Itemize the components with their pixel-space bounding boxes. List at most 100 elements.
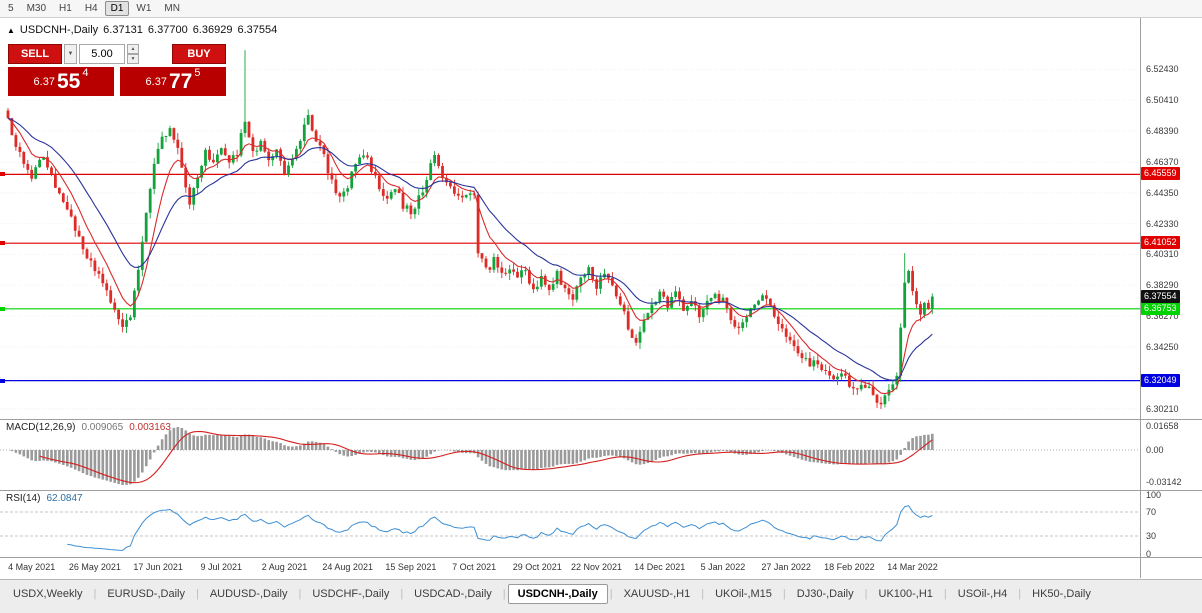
date-axis-label: 26 May 2021 bbox=[68, 562, 121, 572]
tab-separator: | bbox=[298, 588, 302, 600]
date-axis-label: 2 Aug 2021 bbox=[261, 562, 308, 572]
price-axis-label: 6.34250 bbox=[1146, 342, 1179, 352]
date-axis-label: 24 Aug 2021 bbox=[322, 562, 373, 572]
macd-axis-label: 0.01658 bbox=[1146, 421, 1179, 431]
ask-big-digits: 77 bbox=[168, 69, 193, 93]
rsi-axis-label: 0 bbox=[1146, 549, 1152, 559]
panel-separator bbox=[0, 419, 1202, 420]
tab-eurusd-daily[interactable]: EURUSD-,Daily bbox=[107, 588, 185, 600]
volume-dropdown-icon[interactable]: ▼ bbox=[64, 44, 77, 64]
hline-edge-marker[interactable] bbox=[0, 241, 5, 246]
date-axis-label: 4 May 2021 bbox=[8, 562, 56, 572]
date-axis-label: 14 Mar 2022 bbox=[887, 562, 938, 572]
tab-usdx-weekly[interactable]: USDX,Weekly bbox=[13, 588, 83, 600]
rsi-value: 62.0847 bbox=[46, 493, 83, 504]
tab-usoil-h4[interactable]: USOil-,H4 bbox=[957, 588, 1008, 600]
timeframe-toolbar: 5 M30 H1 H4 D1 W1 MN bbox=[0, 0, 1202, 18]
tab-usdchf-daily[interactable]: USDCHF-,Daily bbox=[312, 588, 390, 600]
price-axis-label: 6.42330 bbox=[1146, 218, 1179, 229]
macd-indicator-chart[interactable] bbox=[0, 420, 1140, 489]
tab-separator: | bbox=[502, 588, 506, 600]
ask-prefix: 6.37 bbox=[145, 75, 167, 88]
tab-usdcnh-daily[interactable]: USDCNH-,Daily bbox=[507, 584, 608, 604]
tab-separator: | bbox=[195, 588, 199, 600]
buy-button[interactable]: BUY bbox=[172, 44, 226, 64]
macd-main-value: 0.009065 bbox=[81, 422, 124, 433]
date-axis-label: 5 Jan 2022 bbox=[700, 562, 746, 572]
volume-down-icon[interactable]: ▼ bbox=[127, 54, 139, 64]
chart-symbol-label: USDCNH-,Daily bbox=[19, 24, 99, 36]
tab-separator: | bbox=[400, 588, 404, 600]
tab-usdcad-daily[interactable]: USDCAD-,Daily bbox=[414, 588, 492, 600]
sell-button[interactable]: SELL bbox=[8, 44, 62, 64]
macd-header: MACD(12,26,9) 0.009065 0.003163 bbox=[6, 422, 171, 433]
tab-separator: | bbox=[1018, 588, 1022, 600]
hline-edge-marker[interactable] bbox=[0, 172, 5, 177]
tab-separator: | bbox=[701, 588, 705, 600]
panel-separator bbox=[0, 490, 1202, 491]
bid-big-digits: 55 bbox=[56, 69, 81, 93]
tab-separator: | bbox=[864, 588, 868, 600]
current-price-label: 6.37554 bbox=[1141, 289, 1180, 303]
hline-edge-marker[interactable] bbox=[0, 306, 5, 311]
tab-uk100-h1[interactable]: UK100-,H1 bbox=[878, 588, 933, 600]
tab-audusd-daily[interactable]: AUDUSD-,Daily bbox=[209, 588, 288, 600]
timeframe-button-h1[interactable]: H1 bbox=[59, 3, 72, 14]
volume-up-icon[interactable]: ▲ bbox=[127, 44, 139, 54]
bid-prefix: 6.37 bbox=[33, 75, 55, 88]
date-axis-label: 7 Oct 2021 bbox=[452, 562, 497, 572]
date-axis-label: 17 Jun 2021 bbox=[133, 562, 183, 572]
price-axis-label: 6.30210 bbox=[1146, 403, 1179, 414]
timeframe-button-h4[interactable]: H4 bbox=[84, 3, 98, 14]
hline-price-label: 6.45559 bbox=[1141, 167, 1180, 181]
timeframe-button-d1[interactable]: D1 bbox=[104, 1, 130, 16]
bid-pip-digit: 4 bbox=[82, 67, 89, 79]
price-axis-label: 6.50410 bbox=[1146, 95, 1179, 106]
macd-axis-label: -0.03142 bbox=[1146, 477, 1182, 487]
timeframe-button-m30[interactable]: M30 bbox=[26, 3, 47, 14]
date-axis-label: 14 Dec 2021 bbox=[634, 562, 686, 572]
ohlc-high: 6.37700 bbox=[147, 24, 188, 36]
macd-signal-value: 0.003163 bbox=[129, 422, 171, 433]
tab-separator: | bbox=[943, 588, 947, 600]
chart-title: ▲ USDCNH-,Daily 6.37131 6.37700 6.36929 … bbox=[7, 24, 277, 36]
ohlc-close: 6.37554 bbox=[237, 24, 278, 36]
tab-hk50-daily[interactable]: HK50-,Daily bbox=[1032, 588, 1091, 600]
ohlc-low: 6.36929 bbox=[192, 24, 233, 36]
price-axis-label: 6.52430 bbox=[1146, 64, 1179, 75]
date-axis-label: 22 Nov 2021 bbox=[571, 562, 623, 572]
date-axis-label: 27 Jan 2022 bbox=[761, 562, 811, 572]
ask-price-box[interactable]: 6.37 77 5 bbox=[120, 67, 226, 96]
macd-axis-label: 0.00 bbox=[1146, 445, 1164, 455]
one-click-trading-panel: SELL ▼ 5.00 ▲ ▼ BUY 6.37 55 4 6.37 77 5 bbox=[8, 44, 226, 96]
hline-edge-marker[interactable] bbox=[0, 378, 5, 383]
price-axis-label: 6.48390 bbox=[1146, 126, 1179, 137]
rsi-axis-label: 100 bbox=[1146, 490, 1162, 500]
tab-separator: | bbox=[93, 588, 97, 600]
tab-ukoil-m15[interactable]: UKOil-,M15 bbox=[715, 588, 772, 600]
date-axis-label: 18 Feb 2022 bbox=[824, 562, 875, 572]
tab-separator: | bbox=[782, 588, 786, 600]
rsi-axis-label: 30 bbox=[1146, 531, 1157, 541]
rsi-axis-label: 70 bbox=[1146, 507, 1157, 517]
tab-xauusd-h1[interactable]: XAUUSD-,H1 bbox=[623, 588, 691, 600]
timeframe-button-mn[interactable]: MN bbox=[164, 3, 180, 14]
volume-input[interactable]: 5.00 bbox=[79, 44, 125, 64]
hline-price-label: 6.36753 bbox=[1141, 301, 1180, 315]
price-axis-divider bbox=[1140, 18, 1141, 578]
price-axis-label: 6.40310 bbox=[1146, 249, 1179, 260]
date-axis-label: 15 Sep 2021 bbox=[385, 562, 437, 572]
chart-marker-icon: ▲ bbox=[7, 25, 15, 35]
chart-tab-bar: USDX,Weekly | EURUSD-,Daily | AUDUSD-,Daily |… bbox=[0, 579, 1202, 613]
timeframe-button-w1[interactable]: W1 bbox=[136, 3, 152, 14]
price-axis-label: 6.38290 bbox=[1146, 280, 1179, 291]
tab-dj30-daily[interactable]: DJ30-,Daily bbox=[796, 588, 854, 600]
rsi-indicator-chart[interactable] bbox=[0, 491, 1140, 557]
price-axis-label: 6.44350 bbox=[1146, 187, 1179, 198]
volume-stepper: ▲ ▼ bbox=[127, 44, 139, 64]
timeframe-button-5[interactable]: 5 bbox=[8, 3, 14, 14]
main-candlestick-chart[interactable] bbox=[0, 18, 1140, 418]
tab-separator: | bbox=[609, 588, 613, 600]
bid-price-box[interactable]: 6.37 55 4 bbox=[8, 67, 114, 96]
